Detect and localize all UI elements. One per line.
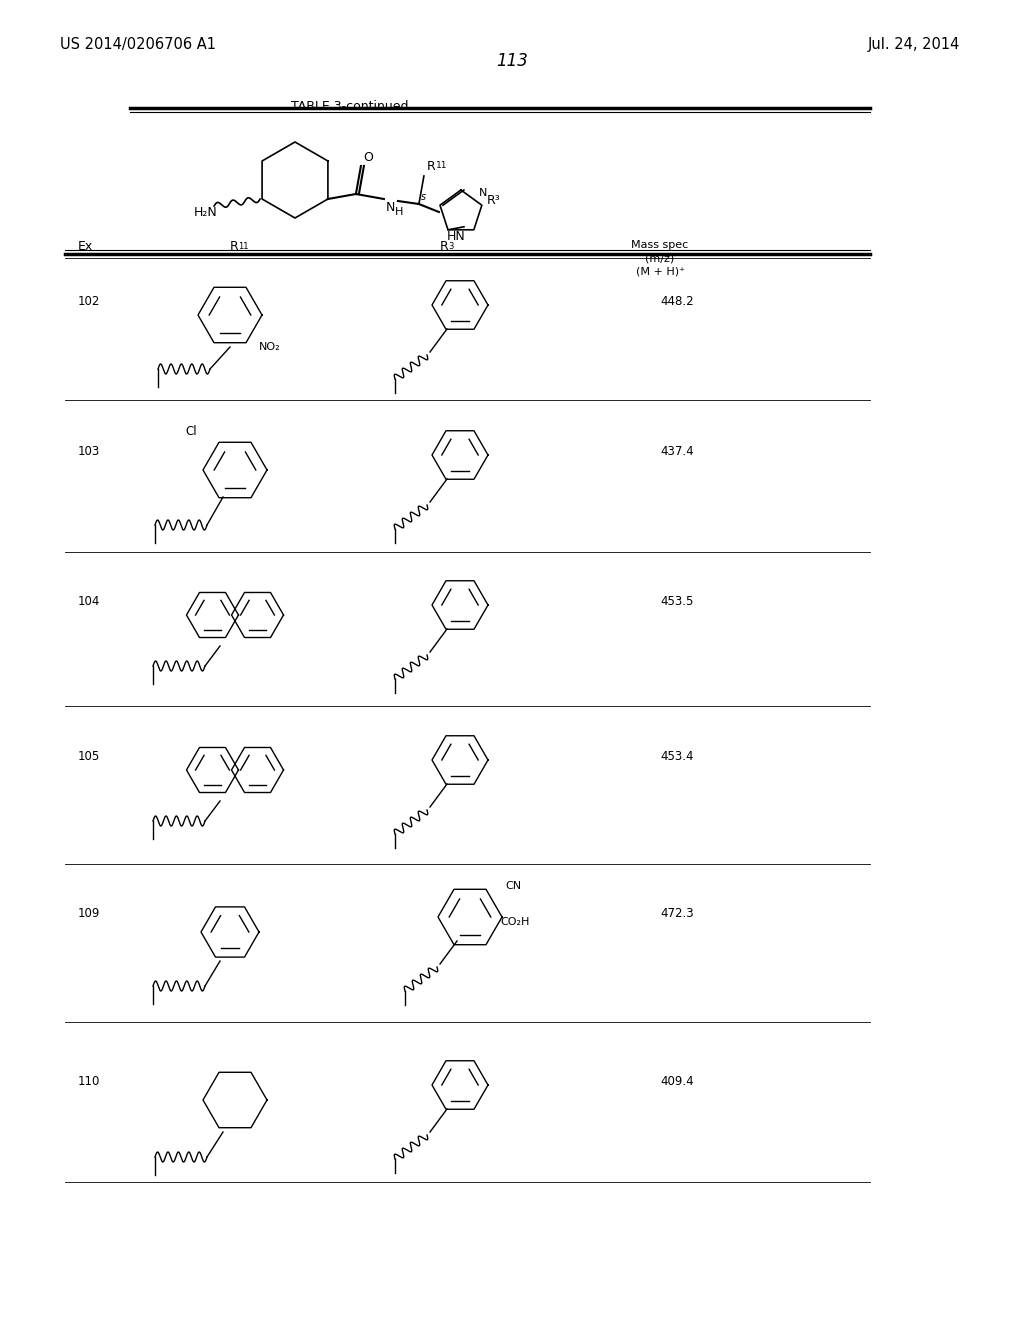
Text: 104: 104	[78, 595, 100, 609]
Text: R³: R³	[486, 194, 501, 207]
Text: N: N	[479, 187, 487, 198]
Text: R: R	[427, 160, 435, 173]
Text: 3: 3	[449, 242, 454, 251]
Text: US 2014/0206706 A1: US 2014/0206706 A1	[60, 37, 216, 51]
Text: H₂N: H₂N	[195, 206, 218, 219]
Text: 109: 109	[78, 907, 100, 920]
Text: CO₂H: CO₂H	[500, 917, 529, 927]
Text: 103: 103	[78, 445, 100, 458]
Text: 448.2: 448.2	[660, 294, 693, 308]
Text: HN: HN	[446, 230, 466, 243]
Text: H: H	[395, 207, 403, 216]
Text: R: R	[230, 240, 239, 253]
Text: 437.4: 437.4	[660, 445, 693, 458]
Text: NO₂: NO₂	[259, 342, 281, 352]
Text: 102: 102	[78, 294, 100, 308]
Text: 409.4: 409.4	[660, 1074, 693, 1088]
Text: 453.4: 453.4	[660, 750, 693, 763]
Text: 453.5: 453.5	[660, 595, 693, 609]
Text: 11: 11	[436, 161, 447, 170]
Text: Cl: Cl	[185, 425, 197, 438]
Text: Mass spec
(m/z)
(M + H)⁺: Mass spec (m/z) (M + H)⁺	[632, 240, 688, 276]
Text: Ex: Ex	[78, 240, 93, 253]
Text: R: R	[440, 240, 449, 253]
Text: Jul. 24, 2014: Jul. 24, 2014	[867, 37, 961, 51]
Text: 105: 105	[78, 750, 100, 763]
Text: 110: 110	[78, 1074, 100, 1088]
Text: 11: 11	[238, 242, 249, 251]
Text: N: N	[386, 201, 395, 214]
Text: 472.3: 472.3	[660, 907, 693, 920]
Text: 113: 113	[496, 51, 528, 70]
Text: CN: CN	[505, 880, 521, 891]
Text: O: O	[362, 150, 373, 164]
Text: TABLE 3-continued: TABLE 3-continued	[291, 100, 409, 114]
Text: s: s	[421, 191, 426, 202]
